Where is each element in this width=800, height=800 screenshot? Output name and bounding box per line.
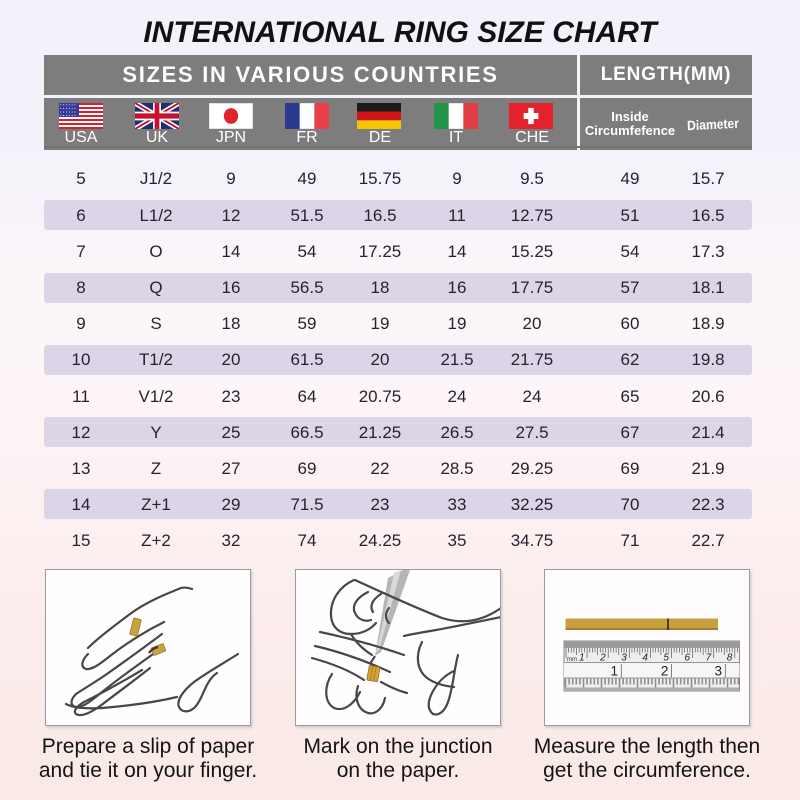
svg-text:3: 3 [621,653,627,664]
svg-text:mm: mm [567,657,577,663]
svg-text:8: 8 [727,653,733,664]
svg-text:1: 1 [611,664,619,679]
svg-text:2: 2 [599,653,606,664]
svg-text:4: 4 [642,653,648,664]
svg-text:5: 5 [663,653,669,664]
svg-text:6: 6 [685,653,691,664]
svg-text:2: 2 [661,664,669,679]
svg-text:7: 7 [706,653,712,664]
svg-text:1: 1 [579,653,585,664]
svg-text:3: 3 [715,664,723,679]
